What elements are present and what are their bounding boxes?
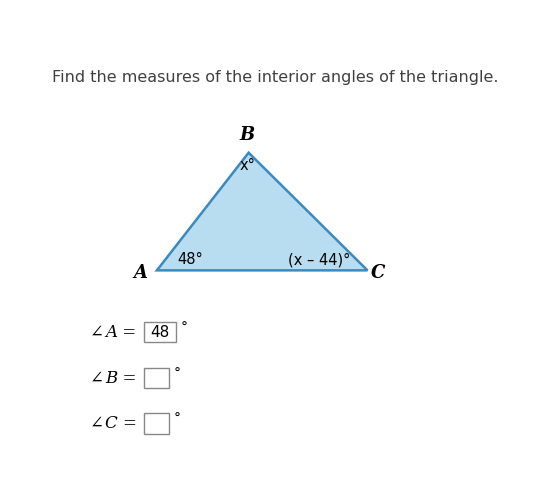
FancyBboxPatch shape	[144, 322, 175, 342]
Text: °: °	[181, 321, 188, 335]
Text: 48°: 48°	[178, 252, 203, 267]
Text: ∠: ∠	[90, 324, 104, 341]
Text: x°: x°	[239, 158, 256, 173]
Polygon shape	[157, 153, 367, 271]
Text: B: B	[240, 126, 255, 144]
Text: °: °	[174, 412, 181, 426]
Text: ∠: ∠	[90, 415, 104, 432]
FancyBboxPatch shape	[144, 368, 168, 388]
Text: B =: B =	[105, 370, 141, 387]
Text: C: C	[371, 265, 385, 283]
Text: (x – 44)°: (x – 44)°	[288, 252, 351, 267]
Text: °: °	[174, 367, 181, 381]
Text: 48: 48	[151, 325, 169, 340]
Text: A: A	[133, 265, 147, 283]
Text: Find the measures of the interior angles of the triangle.: Find the measures of the interior angles…	[53, 70, 499, 85]
Text: ∠: ∠	[90, 370, 104, 387]
FancyBboxPatch shape	[144, 413, 168, 433]
Text: A =: A =	[105, 324, 141, 341]
Text: C =: C =	[105, 415, 142, 432]
